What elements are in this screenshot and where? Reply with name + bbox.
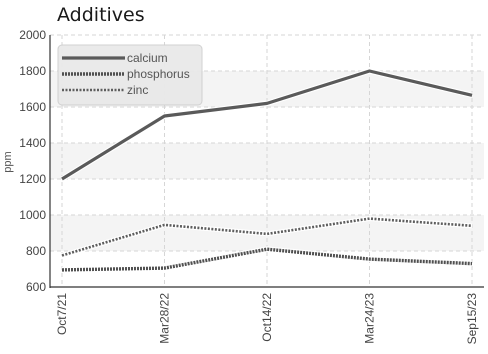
series-lines — [60, 68, 473, 273]
calcium-line — [61, 69, 473, 181]
y-tick-label: 1200 — [19, 172, 46, 186]
legend-label-calcium: calcium — [127, 51, 168, 65]
y-tick-label: 800 — [26, 244, 46, 258]
axes — [49, 35, 484, 288]
x-tick-labels: Oct7/21 Mar28/22 Oct14/22 Mar24/23 Sep15/23 — [55, 293, 479, 345]
chart-title: Additives — [57, 4, 145, 26]
y-tick-label: 1600 — [19, 100, 46, 114]
legend-label-phosphorus: phosphorus — [127, 67, 190, 81]
y-tick-labels: 600 800 1000 1200 1400 1600 1800 2000 — [19, 28, 46, 294]
y-tick-label: 600 — [26, 280, 46, 294]
y-tick-label: 1000 — [19, 208, 46, 222]
phosphorus-line — [61, 247, 473, 272]
x-tick-label: Oct7/21 — [55, 293, 69, 335]
y-tick-label: 2000 — [19, 28, 46, 42]
legend: calcium phosphorus zinc — [57, 44, 203, 106]
x-tick-label: Oct14/22 — [260, 293, 274, 342]
y-tick-label: 1400 — [19, 136, 46, 150]
y-axis-label: ppm — [2, 151, 14, 172]
legend-label-zinc: zinc — [127, 83, 148, 97]
x-tick-label: Mar28/22 — [158, 293, 172, 344]
y-tick-label: 1800 — [19, 64, 46, 78]
zinc-line — [61, 217, 473, 257]
x-tick-label: Sep15/23 — [465, 293, 479, 345]
x-tick-label: Mar24/23 — [363, 293, 377, 344]
